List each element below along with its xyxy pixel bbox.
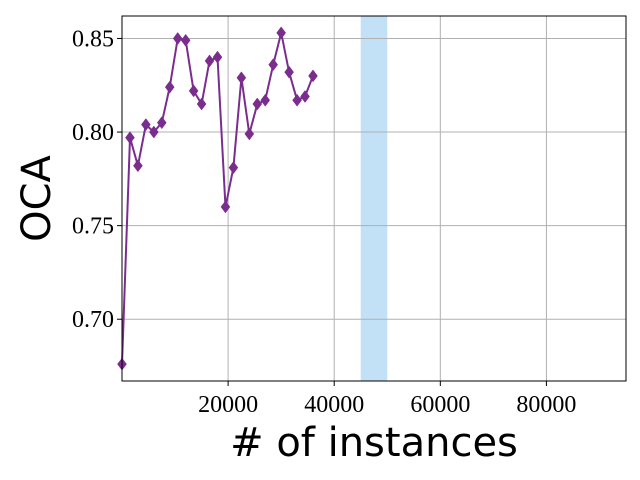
x-tick-label: 40000	[304, 392, 364, 418]
x-tick-label: 80000	[516, 392, 576, 418]
data-point	[188, 84, 199, 98]
data-point	[268, 58, 279, 72]
data-point	[196, 97, 207, 111]
data-point	[212, 50, 223, 64]
data-point	[164, 80, 175, 94]
data-point	[260, 93, 271, 107]
data-point	[149, 125, 159, 139]
x-tick-layer: 20000 40000 60000 80000	[198, 381, 576, 418]
data-point	[228, 161, 239, 175]
data-point	[220, 200, 231, 214]
series-line	[121, 31, 314, 365]
data-point	[180, 33, 191, 47]
y-tick-layer: 0.70 0.75 0.80 0.85	[72, 26, 122, 333]
data-point	[300, 90, 310, 103]
data-point	[236, 71, 247, 85]
x-axis-title: # of instances	[230, 420, 518, 466]
y-tick-label: 0.80	[72, 120, 114, 146]
x-tick-label: 60000	[410, 392, 470, 418]
highlight-band-layer	[360, 16, 388, 381]
data-point	[252, 97, 263, 111]
data-point	[133, 159, 143, 173]
data-point	[292, 93, 302, 107]
data-point	[156, 116, 167, 130]
series-marker-layer	[117, 26, 318, 371]
data-point	[204, 54, 215, 68]
y-tick-label: 0.85	[72, 26, 114, 52]
data-point	[141, 118, 151, 131]
x-tick-label: 20000	[198, 392, 258, 418]
y-tick-label: 0.75	[72, 214, 114, 240]
data-point	[284, 65, 294, 79]
y-axis-title: OCA	[14, 154, 60, 241]
y-tick-label: 0.70	[72, 307, 114, 333]
data-point	[308, 69, 318, 83]
plot-frame	[121, 15, 627, 382]
data-point	[244, 127, 255, 141]
data-point	[125, 131, 135, 145]
grid-layer	[122, 16, 626, 381]
data-point	[172, 32, 183, 45]
data-point	[276, 26, 286, 40]
series-line-layer	[121, 31, 314, 365]
highlight-band	[360, 16, 388, 381]
